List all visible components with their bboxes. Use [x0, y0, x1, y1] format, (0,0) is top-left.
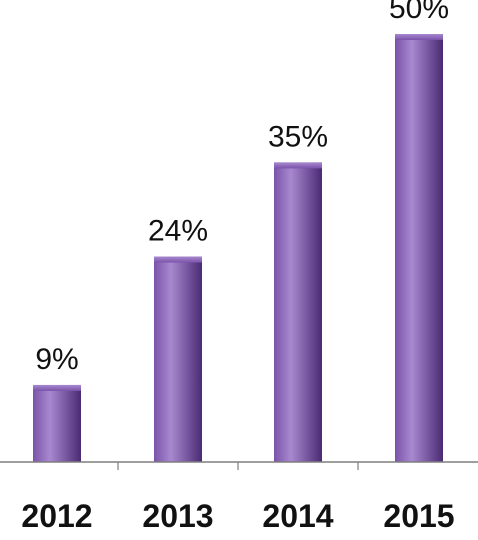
bar-2012: [33, 384, 81, 462]
data-label-2012: 9%: [35, 343, 78, 376]
bar-2013: [154, 256, 202, 462]
labels-layer: 9% 2012 24% 2013 35% 2014 50% 2015: [21, 0, 454, 534]
bar-2015: [395, 34, 443, 462]
bar-cap-2013: [154, 256, 202, 263]
data-label-2015: 50%: [389, 0, 449, 25]
bar-cap-2015: [395, 34, 443, 40]
bar-cap-2012: [33, 384, 81, 391]
category-label-2015: 2015: [383, 498, 454, 534]
data-label-2014: 35%: [268, 120, 328, 153]
bars-layer: [33, 34, 443, 462]
bar-2014: [274, 162, 322, 462]
category-label-2012: 2012: [21, 498, 92, 534]
bar-cap-2014: [274, 162, 322, 169]
category-label-2014: 2014: [262, 498, 333, 534]
ticks-layer: [117, 462, 359, 470]
category-label-2013: 2013: [142, 498, 213, 534]
data-label-2013: 24%: [148, 215, 208, 248]
